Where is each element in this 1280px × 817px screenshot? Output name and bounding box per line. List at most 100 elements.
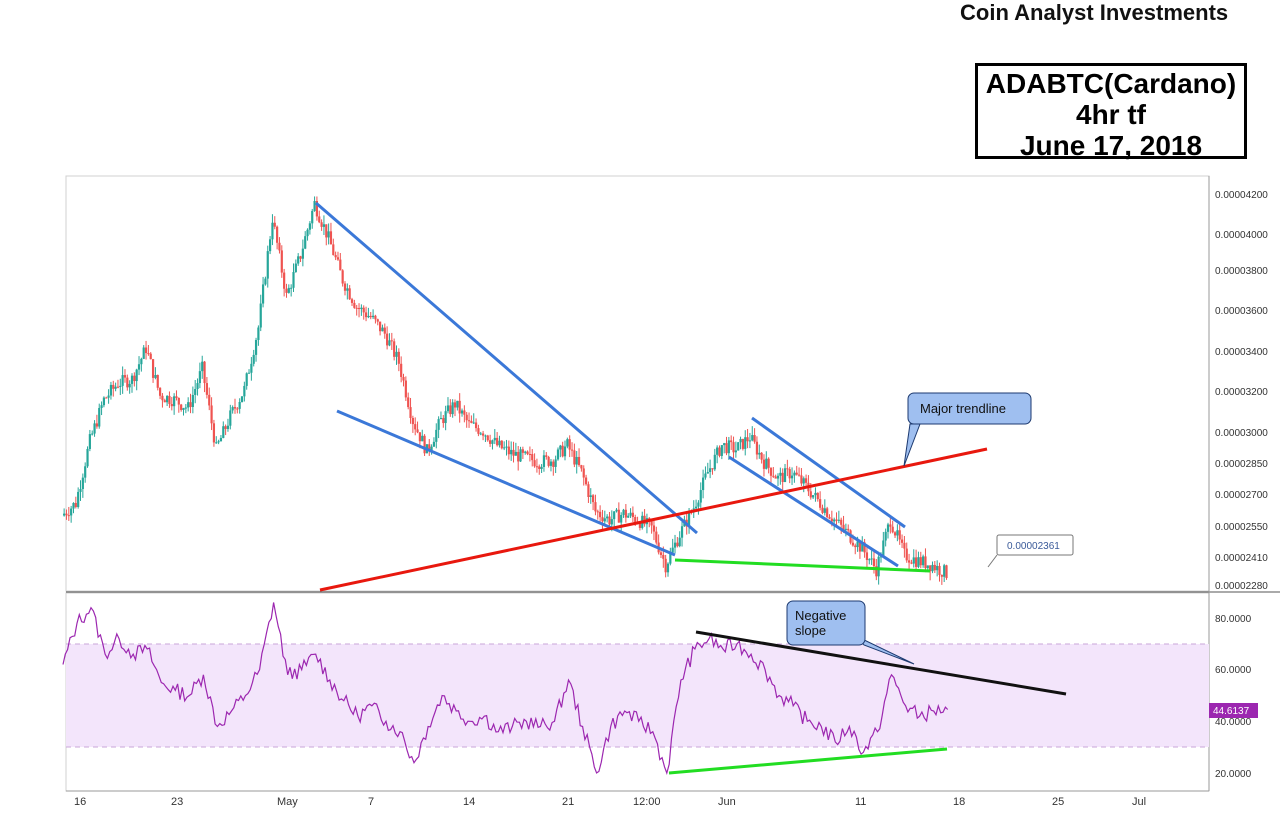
candle-body — [479, 433, 482, 435]
title-line-timeframe: 4hr tf — [1076, 99, 1146, 130]
candle-body — [63, 513, 66, 516]
candle-body — [135, 369, 138, 382]
price-tick-label: 0.00002550 — [1215, 522, 1268, 533]
candle-body — [240, 396, 244, 403]
candle-body — [924, 556, 927, 569]
candle-body — [259, 303, 262, 328]
candle-body — [86, 448, 89, 467]
candle-body — [453, 402, 457, 408]
candle-body — [767, 458, 770, 468]
candle-body — [353, 302, 356, 308]
candle-body — [484, 435, 487, 437]
candle-body — [308, 223, 311, 230]
candle-body — [599, 511, 602, 518]
candle-body — [788, 469, 791, 479]
candle-body — [781, 472, 784, 482]
candle-body — [622, 509, 625, 515]
candle-body — [531, 454, 534, 461]
candle-body — [830, 518, 833, 522]
falling-wedge-upper-line — [315, 201, 698, 535]
candle-body — [460, 410, 464, 414]
candle-body — [669, 552, 672, 564]
candle-body — [603, 518, 606, 522]
candle-body — [914, 557, 918, 567]
candle-body — [498, 440, 501, 446]
candle-body — [250, 363, 253, 373]
candle-body — [933, 564, 936, 571]
candle-body — [563, 446, 567, 457]
candle-body — [893, 532, 897, 536]
candle-body — [400, 363, 403, 377]
candle-body — [95, 423, 98, 427]
candle-body — [650, 520, 653, 526]
candle-body — [687, 511, 691, 527]
candle-body — [790, 475, 794, 479]
candle-body — [196, 383, 199, 390]
price-pane[interactable] — [65, 175, 1210, 592]
candle-body — [591, 495, 595, 503]
candle-body — [173, 396, 176, 407]
candle-body — [524, 451, 527, 453]
candle-body — [723, 443, 726, 446]
candle-body — [91, 433, 94, 435]
candle-body — [191, 394, 194, 407]
candle-body — [517, 451, 520, 462]
candle-body — [367, 315, 370, 318]
candle-body — [884, 531, 887, 541]
candle-body — [449, 405, 452, 415]
candle-body — [268, 239, 272, 252]
candle-body — [231, 407, 234, 411]
candle-body — [725, 443, 728, 454]
candle-body — [919, 557, 922, 566]
candle-body — [423, 435, 426, 454]
title-box: ADABTC(Cardano) 4hr tf June 17, 2018 — [975, 63, 1247, 161]
time-tick-label: 11 — [855, 796, 866, 808]
candle-body — [697, 502, 700, 507]
candle-body — [261, 284, 265, 304]
time-tick-label: Jul — [1132, 796, 1146, 808]
candle-body — [301, 248, 304, 259]
time-tick-label: 25 — [1052, 796, 1064, 808]
time-tick-label: 23 — [171, 796, 183, 808]
candle-body — [879, 556, 883, 558]
candle-body — [936, 565, 939, 571]
candle-body — [119, 385, 122, 388]
title-line-date: June 17, 2018 — [1019, 130, 1203, 161]
candle-body — [886, 524, 890, 532]
candle-body — [826, 508, 829, 518]
candle-body — [617, 509, 620, 523]
candle-body — [566, 439, 569, 447]
candle-body — [456, 400, 459, 408]
candle-body — [870, 558, 873, 560]
major-trendline — [319, 447, 988, 592]
candle-body — [458, 400, 461, 414]
candle-body — [610, 519, 613, 525]
candle-body — [741, 438, 744, 449]
candle-body — [463, 410, 466, 415]
candle-body — [819, 499, 822, 508]
candle-body — [938, 565, 941, 575]
price-tick-label: 0.00003600 — [1215, 306, 1268, 317]
candle-body — [175, 396, 178, 399]
candle-body — [828, 517, 831, 519]
candle-body — [666, 563, 670, 573]
candle-body — [652, 525, 656, 532]
candle-body — [570, 449, 574, 451]
candle-body — [201, 361, 204, 372]
candle-body — [510, 449, 513, 455]
candle-body — [774, 476, 777, 479]
candle-body — [116, 386, 120, 388]
rsi-tick-label: 60.0000 — [1215, 665, 1252, 676]
candle-body — [130, 375, 134, 384]
callout-major-trendline: Major trendline — [903, 392, 1032, 467]
candle-body — [678, 537, 681, 547]
candle-body — [81, 477, 84, 489]
candle-body — [371, 315, 375, 318]
candle-body — [624, 509, 627, 518]
candle-body — [93, 423, 96, 434]
candle-body — [945, 565, 948, 579]
candle-body — [470, 420, 473, 423]
candle-body — [552, 461, 555, 467]
candle-body — [727, 440, 730, 454]
